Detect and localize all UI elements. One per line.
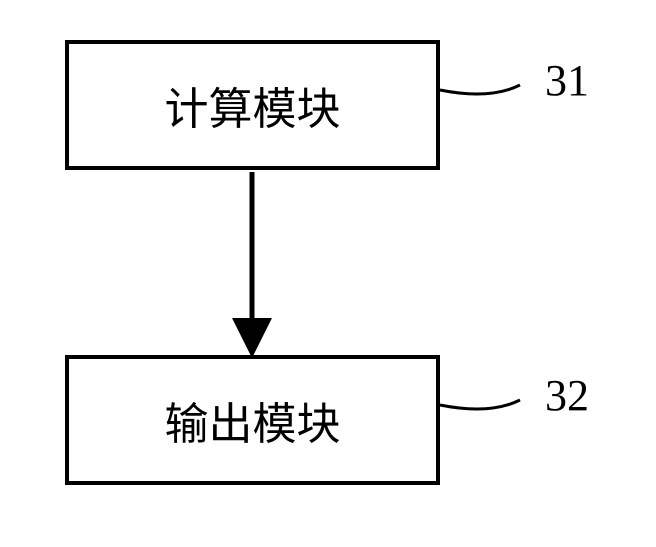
ref-leader-32 <box>0 0 656 547</box>
ref-number-32: 32 <box>545 370 589 421</box>
flowchart-diagram: 计算模块 输出模块 31 32 <box>0 0 656 547</box>
